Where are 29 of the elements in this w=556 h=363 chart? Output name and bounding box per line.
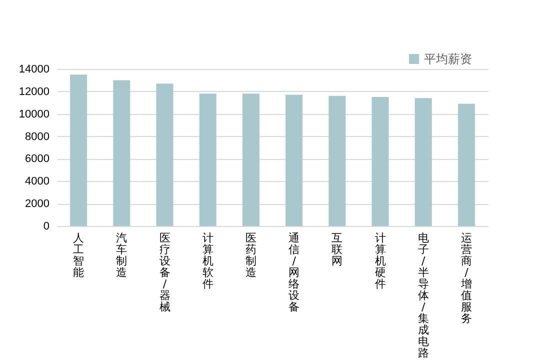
y-tick-label: 12000 bbox=[18, 86, 50, 98]
x-tick-label: 人工智能 bbox=[73, 232, 84, 279]
y-tick-label: 8000 bbox=[25, 130, 50, 143]
x-tick-label: 计算机软件 bbox=[202, 232, 214, 290]
category-label: 电子/半导体/集成电路 bbox=[418, 232, 429, 360]
bar bbox=[286, 94, 303, 226]
bar bbox=[156, 84, 174, 226]
y-tick-label: 14000 bbox=[18, 64, 50, 76]
x-tick-label: 互联网 bbox=[332, 232, 343, 268]
bar bbox=[372, 97, 389, 226]
bar bbox=[242, 94, 260, 226]
y-tick-label: 2000 bbox=[25, 198, 50, 210]
bar bbox=[113, 80, 130, 226]
x-tick-label: 通信/网络设备 bbox=[288, 232, 300, 314]
bar bbox=[458, 104, 475, 226]
x-tick-label: 医疗设备/器械 bbox=[159, 232, 170, 314]
x-tick-label: 汽车制造 bbox=[116, 232, 128, 279]
y-tick-label: 10000 bbox=[18, 108, 50, 120]
y-tick-label: 0 bbox=[43, 220, 50, 232]
x-tick-label: 计算机硬件 bbox=[374, 232, 386, 290]
legend-label: 平均薪资 bbox=[424, 52, 472, 66]
x-tick-label: 医药制造 bbox=[245, 232, 256, 279]
bar bbox=[70, 74, 88, 226]
y-tick-label: 6000 bbox=[25, 153, 50, 166]
x-tick-label: 运营商/增值服务 bbox=[460, 232, 472, 325]
bar bbox=[199, 94, 216, 226]
bar bbox=[414, 98, 432, 226]
y-tick-label: 4000 bbox=[25, 176, 50, 188]
bar bbox=[328, 96, 346, 226]
